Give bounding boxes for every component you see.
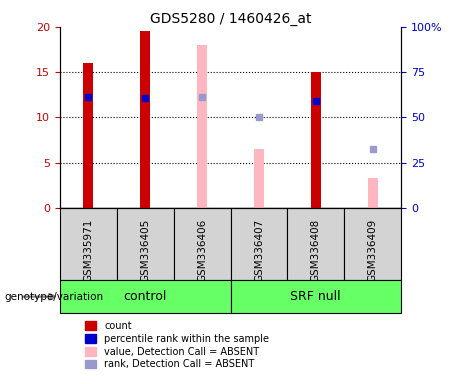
FancyBboxPatch shape xyxy=(60,280,230,313)
Text: genotype/variation: genotype/variation xyxy=(5,292,104,302)
Text: GSM336406: GSM336406 xyxy=(197,219,207,282)
Title: GDS5280 / 1460426_at: GDS5280 / 1460426_at xyxy=(150,12,311,26)
Bar xyxy=(83,63,94,208)
Text: SRF null: SRF null xyxy=(290,290,341,303)
FancyBboxPatch shape xyxy=(344,208,401,280)
Text: GSM336408: GSM336408 xyxy=(311,219,321,282)
Text: GSM335971: GSM335971 xyxy=(83,219,94,282)
Text: GSM336407: GSM336407 xyxy=(254,219,264,282)
Text: GSM336405: GSM336405 xyxy=(140,219,150,282)
FancyBboxPatch shape xyxy=(287,208,344,280)
FancyBboxPatch shape xyxy=(230,208,287,280)
Bar xyxy=(311,72,321,208)
FancyBboxPatch shape xyxy=(230,280,401,313)
FancyBboxPatch shape xyxy=(60,208,117,280)
Legend: count, percentile rank within the sample, value, Detection Call = ABSENT, rank, : count, percentile rank within the sample… xyxy=(82,318,272,372)
Bar xyxy=(367,178,378,208)
Bar xyxy=(197,45,207,208)
Text: GSM336409: GSM336409 xyxy=(367,219,378,282)
Bar xyxy=(254,149,264,208)
Text: control: control xyxy=(124,290,167,303)
FancyBboxPatch shape xyxy=(174,208,230,280)
FancyBboxPatch shape xyxy=(117,208,174,280)
Bar xyxy=(140,31,150,208)
